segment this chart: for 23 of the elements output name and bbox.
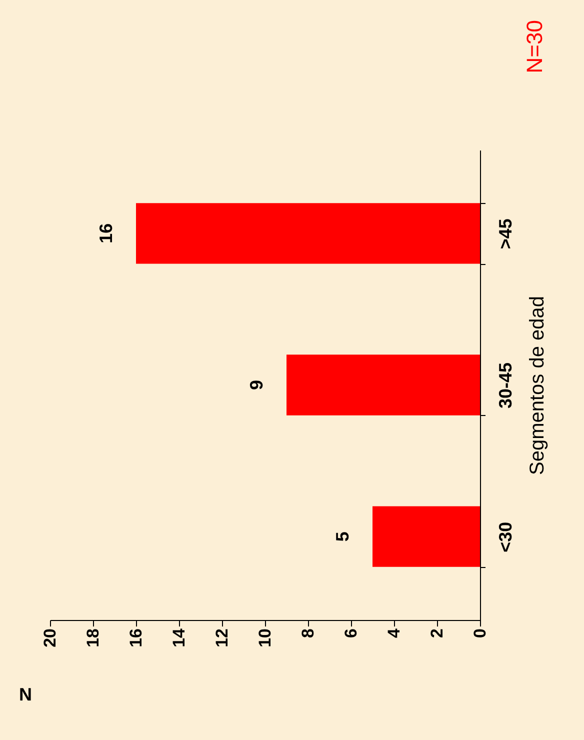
x-tick-label: 6 [342,628,360,638]
data-label: 5 [332,532,352,542]
y-axis-title: Segmentos de edad [526,296,548,476]
x-tick-label: 8 [298,628,318,638]
x-tick-label: 18 [84,628,102,648]
y-tick-label: 30-45 [496,362,516,409]
bar [286,354,480,416]
x-tick-label: 12 [212,628,232,648]
x-tick-label: 10 [256,628,274,648]
x-tick-label: 14 [170,628,188,648]
bar [136,203,480,264]
data-label: 9 [246,380,266,390]
x-tick-label: 20 [40,628,60,648]
x-axis-title: N [19,684,32,704]
x-tick-label: 2 [428,628,446,638]
data-label: 16 [96,223,116,244]
x-tick-label: 0 [470,628,490,638]
y-tick-label: >45 [496,218,516,250]
x-tick-label: 16 [126,628,146,648]
text: N=30 [522,20,547,74]
y-tick-label: <30 [496,522,516,552]
bar [372,506,480,567]
x-tick-label: 4 [384,628,404,638]
